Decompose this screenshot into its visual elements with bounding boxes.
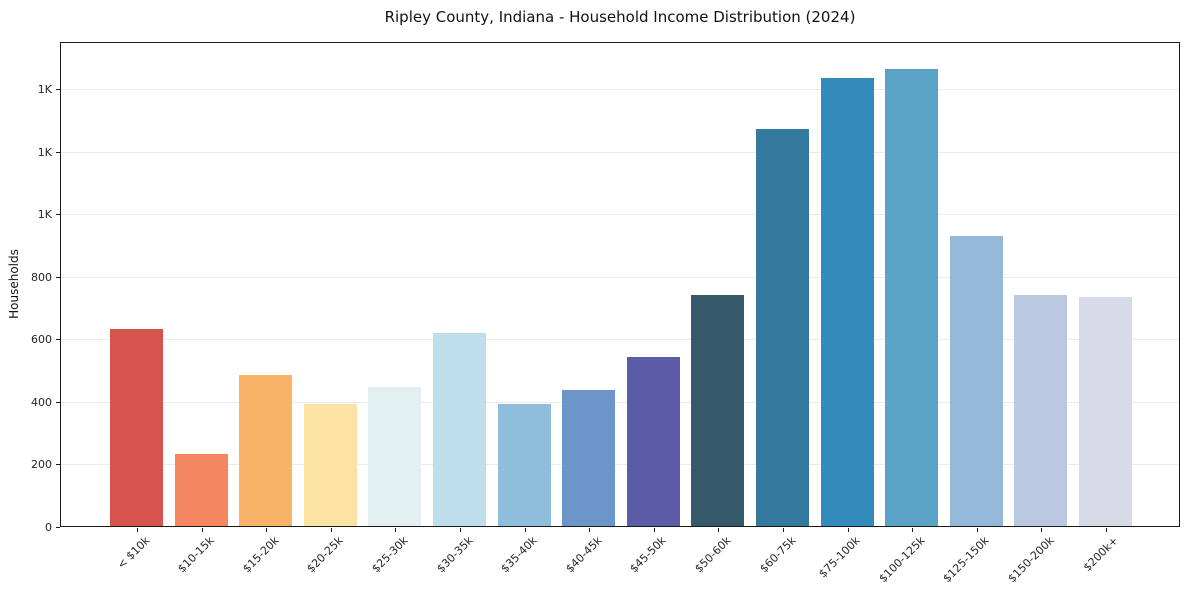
x-axis-tick [460, 527, 461, 532]
x-tick-label: $125-150k [940, 534, 993, 586]
gridline [61, 339, 1179, 340]
x-axis-tick [1041, 527, 1043, 532]
bar [239, 374, 293, 526]
chart-title: Ripley County, Indiana - Household Incom… [384, 8, 856, 26]
gridline [61, 89, 1179, 90]
x-axis-tick [1106, 527, 1107, 532]
y-axis-tick [56, 339, 60, 340]
y-tick-label: 1K [37, 145, 52, 159]
y-tick-label: 800 [31, 270, 52, 284]
plot-area [60, 42, 1180, 527]
x-tick-label: $100-125k [876, 534, 928, 586]
x-axis-tick [201, 527, 203, 532]
x-axis-tick [653, 527, 655, 532]
bar [497, 403, 551, 526]
y-tick-label: 0 [45, 520, 52, 534]
x-axis-tick [912, 527, 914, 532]
bar [820, 77, 874, 526]
bar [885, 69, 939, 526]
x-tick-label: $200k+ [1081, 534, 1122, 575]
x-tick-label: $20-25k [304, 534, 347, 576]
y-tick-label: 1K [37, 208, 52, 221]
gridline [61, 464, 1179, 465]
x-tick-label: $35-40k [498, 534, 540, 576]
x-axis-tick [137, 527, 138, 532]
x-tick-label: $40-45k [563, 534, 605, 576]
y-axis-tick [56, 401, 60, 403]
y-tick-label: 1K [37, 83, 52, 96]
gridline [61, 276, 1179, 278]
y-axis-tick [56, 214, 60, 215]
x-tick-label: $50-60k [692, 534, 734, 576]
x-tick-label: $30-35k [433, 534, 476, 576]
x-axis-tick [847, 527, 849, 532]
x-tick-label: $75-100k [816, 534, 863, 581]
x-axis-tick [330, 527, 332, 532]
x-tick-label: $10-15k [175, 534, 217, 576]
y-tick-label: 400 [31, 395, 52, 409]
gridline [61, 401, 1179, 403]
x-tick-label: $150-200k [1005, 534, 1057, 586]
y-axis-tick [56, 151, 60, 153]
bar [1014, 295, 1068, 526]
bar [626, 356, 680, 526]
gridline [61, 151, 1179, 153]
x-axis-tick [395, 527, 397, 532]
x-tick-label: < $10k [114, 534, 153, 572]
x-axis-tick [783, 527, 784, 532]
bar [368, 387, 422, 526]
x-axis-tick [266, 527, 268, 532]
bar [303, 403, 357, 526]
x-axis-tick [976, 527, 978, 532]
y-axis-tick [56, 89, 60, 90]
x-tick-label: $25-30k [369, 534, 411, 576]
y-axis-tick [56, 464, 60, 465]
x-axis-tick [589, 527, 591, 532]
bar [1079, 297, 1132, 526]
x-axis-tick [718, 527, 720, 532]
x-axis-tick [524, 527, 526, 532]
bar [110, 329, 163, 526]
y-axis-tick [56, 526, 60, 528]
y-axis-tick [56, 276, 60, 278]
bar [949, 235, 1003, 526]
x-tick-label: $60-75k [756, 534, 799, 576]
bar [174, 453, 228, 526]
bar [691, 294, 745, 526]
bar [756, 129, 809, 526]
x-tick-label: $15-20k [240, 534, 282, 576]
bar [433, 332, 486, 526]
y-tick-label: 600 [31, 333, 52, 346]
x-tick-label: $45-50k [627, 534, 670, 576]
y-axis-title: Households [7, 249, 21, 319]
bar [562, 389, 616, 526]
y-tick-label: 200 [31, 458, 52, 471]
gridline [61, 214, 1179, 215]
